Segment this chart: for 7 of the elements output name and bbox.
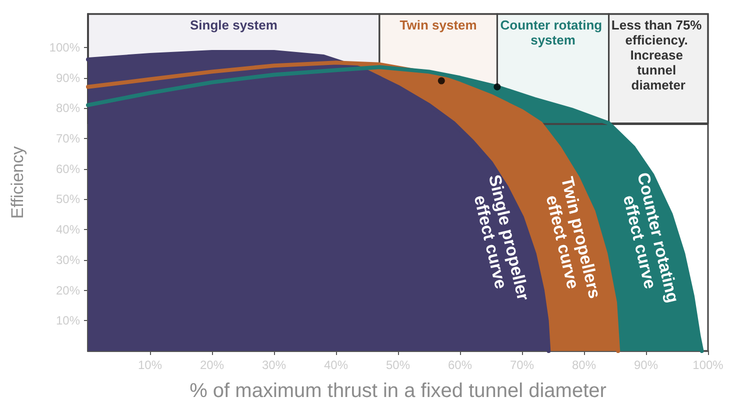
y-axis-title: Efficiency xyxy=(8,146,27,219)
band-label: Less than 75% efficiency. Increase tunnel diameter xyxy=(611,17,706,92)
x-axis-title: % of maximum thrust in a fixed tunnel diameter xyxy=(190,380,607,402)
band-label: Counter rotating system xyxy=(500,17,606,48)
band-label: Twin system xyxy=(400,17,477,32)
band-label: Single system xyxy=(190,17,278,32)
annotation: Counter rotating effect curve xyxy=(619,170,683,305)
